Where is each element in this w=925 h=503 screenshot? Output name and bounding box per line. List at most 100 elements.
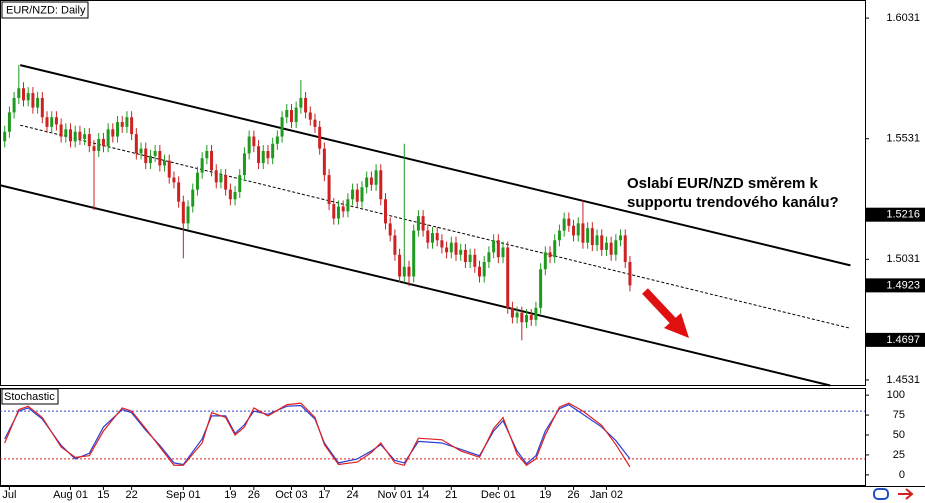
candle-body (125, 117, 129, 127)
x-tick-label: 17 (318, 489, 330, 501)
candle-body (73, 131, 77, 142)
candle-body (322, 148, 326, 176)
candle-body (31, 93, 35, 108)
y-tick-label: 1.6031 (886, 12, 920, 24)
candle-body (383, 199, 387, 224)
x-tick-label: 21 (445, 489, 457, 501)
arrow-icon-head (905, 488, 914, 500)
candle-body (191, 189, 195, 207)
candle-body (233, 192, 237, 200)
x-tick-label: Aug 01 (53, 489, 88, 501)
candle-body (101, 138, 105, 147)
candle-body (50, 117, 54, 127)
stochastic-title-box (1, 388, 59, 405)
candle-body (604, 242, 608, 250)
candle-body (158, 151, 162, 166)
candle-body (407, 266, 411, 277)
candle-body (482, 261, 486, 277)
candle-body (327, 175, 331, 205)
candle-body (111, 129, 115, 137)
candle-body (614, 240, 618, 255)
price-marker-label: 1.4697 (886, 334, 920, 346)
candle-body (595, 235, 599, 246)
candle-body (351, 189, 355, 200)
candle-body (581, 223, 585, 243)
candle-body (78, 131, 82, 139)
candle-body (224, 175, 228, 190)
arrow-shaft (642, 288, 679, 327)
candle-body (501, 247, 505, 258)
candle-body (336, 206, 340, 219)
candle-body (275, 136, 279, 144)
candle-body (487, 252, 491, 262)
x-tick-label: 24 (346, 489, 358, 501)
candle-body (562, 218, 566, 231)
candle-body (463, 249, 467, 262)
candle-body (402, 266, 406, 277)
candle-body (214, 170, 218, 183)
candle-body (623, 235, 627, 262)
candle-body (313, 119, 317, 127)
candle-body (304, 97, 308, 113)
stochastic-panel (0, 388, 866, 486)
x-tick-label: Sep 01 (166, 489, 201, 501)
candle-body (454, 242, 458, 255)
candle-body (388, 223, 392, 236)
candle-body (360, 187, 364, 202)
candle-body (195, 172, 199, 190)
candle-body (294, 107, 298, 123)
x-tick-label: 19 (224, 489, 236, 501)
candle-body (120, 122, 124, 127)
annotation-line: Oslabí EUR/NZD směrem k (627, 175, 819, 192)
x-tick-label: Nov 01 (377, 489, 412, 501)
y-tick-label: 75 (893, 409, 905, 421)
candle-body (172, 177, 176, 183)
candle-body (600, 235, 604, 250)
candle-body (22, 88, 26, 101)
candle-body (506, 247, 510, 308)
candle-body (134, 134, 138, 154)
candle-body (26, 93, 30, 101)
arrow-head (664, 313, 689, 338)
candle-body (186, 206, 190, 224)
x-tick-label: 26 (567, 489, 579, 501)
candle-body (478, 266, 482, 277)
candle-body (548, 252, 552, 258)
chart-title: EUR/NZD: Daily (6, 4, 86, 16)
y-tick-label: 100 (887, 389, 905, 401)
candle-body (525, 315, 529, 323)
link-icon[interactable] (873, 488, 889, 500)
candle-body (40, 97, 44, 118)
candle-body (257, 146, 261, 164)
candle-body (59, 124, 63, 137)
candle-body (492, 240, 496, 253)
candle-body (576, 223, 580, 236)
candle-body (318, 126, 322, 149)
candle-body (36, 97, 40, 108)
toolbar-icons[interactable] (873, 488, 914, 500)
price-marker (866, 207, 925, 222)
candle-body (17, 88, 21, 98)
candle-body (54, 117, 58, 125)
candle-body (130, 117, 134, 135)
candle-body (586, 228, 590, 243)
y-tick-label: 50 (893, 429, 905, 441)
trend-line (19, 64, 851, 267)
candle-body (609, 242, 613, 255)
candle-body (416, 216, 420, 231)
candle-body (431, 233, 434, 243)
candle-body (369, 177, 373, 185)
candle-body (459, 249, 463, 255)
price-marker-label: 1.5216 (886, 209, 920, 221)
candle-body (144, 148, 148, 164)
candle-body (374, 170, 378, 185)
stochastic-line (4, 402, 631, 468)
candle-body (181, 201, 185, 224)
candle-body (83, 134, 87, 139)
candle-body (515, 312, 519, 318)
candle-body (92, 146, 96, 152)
candle-body (365, 177, 369, 188)
y-tick-label: 25 (893, 449, 905, 461)
